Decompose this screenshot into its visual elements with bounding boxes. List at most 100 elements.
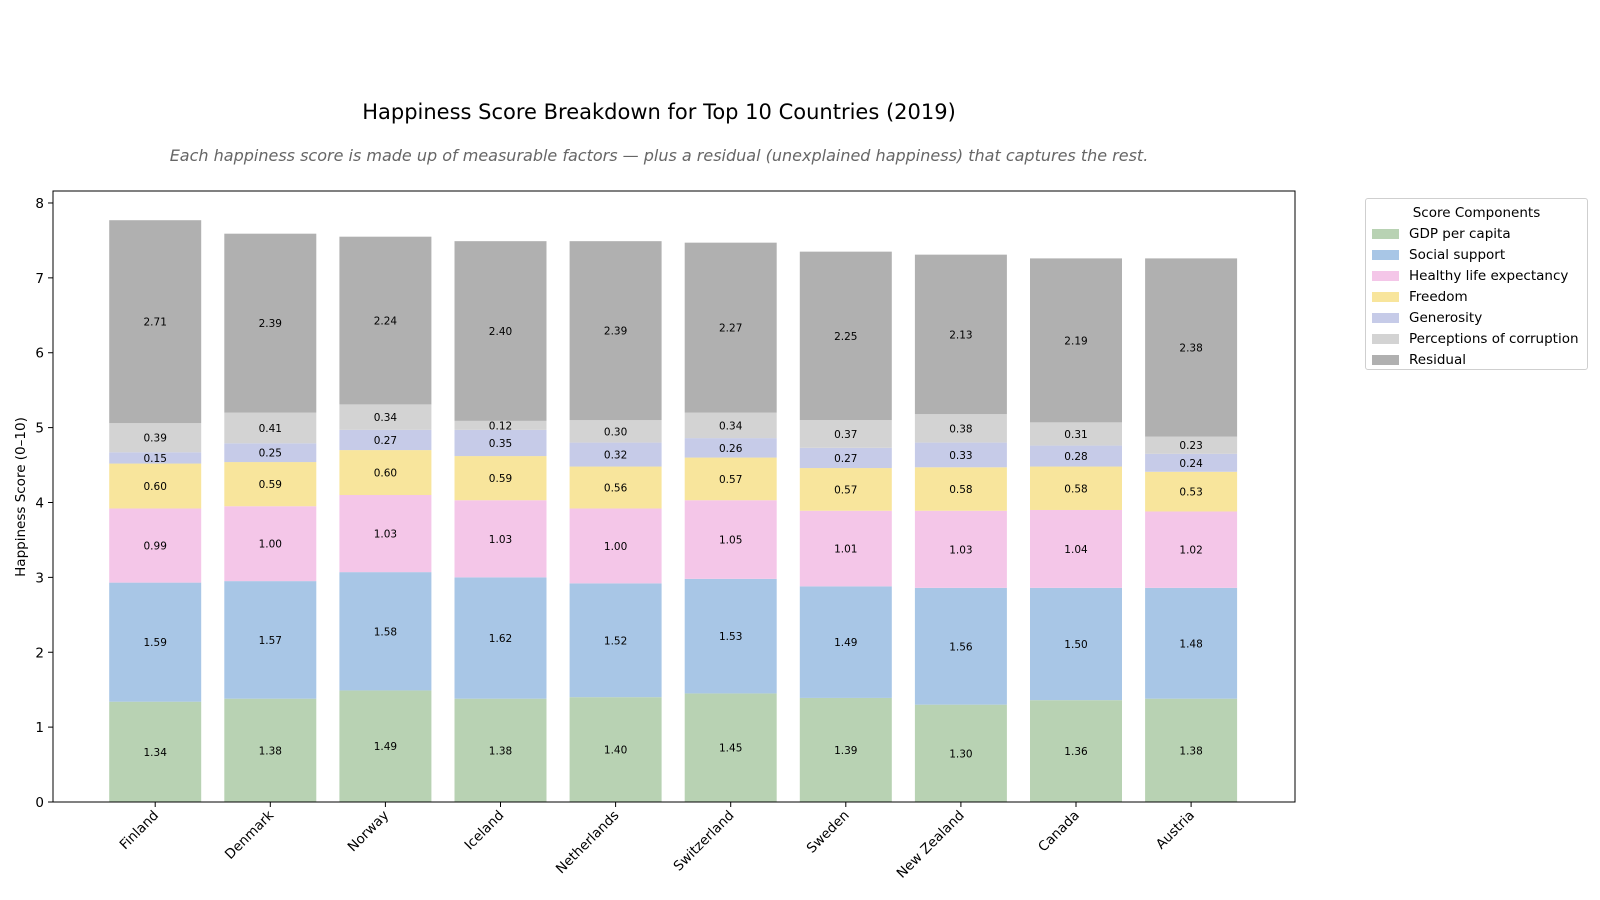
x-tick-label-finland: Finland	[117, 808, 162, 853]
data-label-finland-perceptions-of-corruption: 0.39	[144, 433, 167, 445]
data-label-netherlands-gdp-per-capita: 1.40	[604, 745, 627, 757]
data-label-norway-generosity: 0.27	[374, 435, 397, 447]
bar-switzerland-freedom	[684, 457, 777, 501]
data-label-new-zealand-gdp-per-capita: 1.30	[949, 748, 972, 760]
legend-label-perceptions-of-corruption: Perceptions of corruption	[1409, 330, 1579, 347]
bar-new-zealand-healthy-life-expectancy	[914, 510, 1007, 588]
legend-entry-residual: Residual	[1372, 349, 1581, 370]
data-label-austria-gdp-per-capita: 1.38	[1179, 745, 1202, 757]
bars-layer	[109, 220, 1238, 802]
data-label-denmark-gdp-per-capita: 1.38	[259, 745, 282, 757]
data-label-iceland-healthy-life-expectancy: 1.03	[489, 534, 512, 546]
bar-finland-freedom	[109, 463, 202, 509]
data-label-canada-freedom: 0.58	[1064, 483, 1087, 495]
bar-canada-social-support	[1030, 587, 1122, 701]
bar-new-zealand-social-support	[914, 587, 1007, 705]
data-label-new-zealand-perceptions-of-corruption: 0.38	[949, 423, 972, 435]
data-label-finland-generosity: 0.15	[144, 453, 167, 465]
data-label-iceland-gdp-per-capita: 1.38	[489, 745, 512, 757]
data-label-canada-generosity: 0.28	[1064, 451, 1087, 463]
bar-austria-gdp-per-capita	[1145, 698, 1238, 802]
x-tick-label-norway: Norway	[345, 808, 393, 856]
legend-entry-freedom: Freedom	[1372, 286, 1581, 307]
bar-iceland-social-support	[454, 577, 547, 699]
x-tick-label-sweden: Sweden	[804, 808, 853, 857]
bar-netherlands-social-support	[569, 583, 662, 698]
bar-norway-residual	[339, 236, 432, 405]
y-axis: 0 1 2 3 4 5 6 7 8	[35, 196, 53, 811]
y-tick-label-3: 3	[35, 570, 44, 586]
data-label-finland-healthy-life-expectancy: 0.99	[144, 541, 167, 553]
data-label-norway-social-support: 1.58	[374, 626, 397, 638]
bar-norway-gdp-per-capita	[339, 690, 432, 802]
bar-denmark-generosity	[224, 443, 317, 463]
x-tick-label-austria: Austria	[1153, 808, 1198, 853]
y-tick-label-4: 4	[35, 495, 44, 511]
chart-subtitle: Each happiness score is made up of measu…	[169, 146, 1149, 165]
bar-denmark-freedom	[224, 462, 317, 507]
data-label-finland-residual: 2.71	[144, 317, 167, 329]
bar-austria-perceptions-of-corruption	[1145, 436, 1238, 454]
legend-title: Score Components	[1412, 205, 1541, 221]
data-label-denmark-healthy-life-expectancy: 1.00	[259, 539, 282, 551]
legend-swatch-gdp-per-capita	[1372, 228, 1399, 239]
legend-entry-social-support: Social support	[1372, 244, 1581, 265]
bar-finland-social-support	[109, 582, 202, 702]
bar-switzerland-perceptions-of-corruption	[684, 412, 777, 439]
data-label-new-zealand-residual: 2.13	[949, 329, 972, 341]
bar-austria-healthy-life-expectancy	[1145, 511, 1238, 588]
x-tick-label-canada: Canada	[1035, 808, 1083, 856]
bar-austria-social-support	[1145, 587, 1238, 699]
bar-norway-healthy-life-expectancy	[339, 495, 432, 573]
x-axis: Finland Denmark Norway Iceland Netherlands Sw…	[117, 802, 1198, 882]
y-tick-label-5: 5	[35, 421, 44, 437]
legend-entries: GDP per capita Social support Healthy life…	[1372, 223, 1581, 370]
data-label-iceland-residual: 2.40	[489, 326, 512, 338]
bar-netherlands-generosity	[569, 442, 662, 467]
data-label-denmark-generosity: 0.25	[259, 448, 282, 460]
bar-canada-perceptions-of-corruption	[1030, 422, 1122, 446]
bar-austria-freedom	[1145, 471, 1238, 512]
bar-austria-residual	[1145, 258, 1238, 437]
data-label-sweden-generosity: 0.27	[834, 453, 857, 465]
legend-label-gdp-per-capita: GDP per capita	[1409, 225, 1511, 242]
data-label-finland-gdp-per-capita: 1.34	[144, 747, 168, 759]
bar-netherlands-perceptions-of-corruption	[569, 420, 662, 443]
data-label-netherlands-healthy-life-expectancy: 1.00	[604, 541, 627, 553]
bar-finland-gdp-per-capita	[109, 701, 202, 802]
x-tick-label-switzerland: Switzerland	[671, 808, 738, 875]
data-label-canada-social-support: 1.50	[1064, 639, 1087, 651]
chart-title: Happiness Score Breakdown for Top 10 Cou…	[362, 100, 956, 124]
y-tick-label-6: 6	[35, 346, 44, 362]
bar-denmark-gdp-per-capita	[224, 698, 317, 802]
bar-norway-freedom	[339, 450, 432, 496]
legend-swatch-healthy-life-expectancy	[1372, 270, 1399, 281]
data-label-austria-perceptions-of-corruption: 0.23	[1179, 440, 1202, 452]
bar-switzerland-generosity	[684, 438, 777, 458]
bar-denmark-social-support	[224, 581, 317, 699]
bar-denmark-perceptions-of-corruption	[224, 412, 317, 444]
bar-iceland-freedom	[454, 456, 547, 501]
data-label-netherlands-freedom: 0.56	[604, 483, 628, 495]
data-label-switzerland-healthy-life-expectancy: 1.05	[719, 535, 742, 547]
y-tick-label-8: 8	[35, 196, 44, 212]
legend-swatch-generosity	[1372, 312, 1399, 323]
legend-entry-perceptions-of-corruption: Perceptions of corruption	[1372, 328, 1581, 349]
legend-label-freedom: Freedom	[1409, 288, 1468, 305]
data-label-new-zealand-generosity: 0.33	[949, 450, 972, 462]
data-label-austria-social-support: 1.48	[1179, 638, 1202, 650]
bar-denmark-healthy-life-expectancy	[224, 506, 317, 582]
data-label-denmark-perceptions-of-corruption: 0.41	[259, 423, 282, 435]
legend-swatch-perceptions-of-corruption	[1372, 333, 1399, 344]
bar-iceland-gdp-per-capita	[454, 698, 547, 802]
legend-entry-gdp-per-capita: GDP per capita	[1372, 223, 1581, 244]
bar-canada-generosity	[1030, 445, 1122, 467]
legend-label-healthy-life-expectancy: Healthy life expectancy	[1409, 267, 1569, 284]
data-label-iceland-generosity: 0.35	[489, 438, 512, 450]
legend-label-residual: Residual	[1409, 351, 1467, 368]
bar-netherlands-freedom	[569, 466, 662, 509]
bar-netherlands-healthy-life-expectancy	[569, 508, 662, 584]
bar-norway-generosity	[339, 429, 432, 451]
legend-swatch-residual	[1372, 354, 1399, 365]
